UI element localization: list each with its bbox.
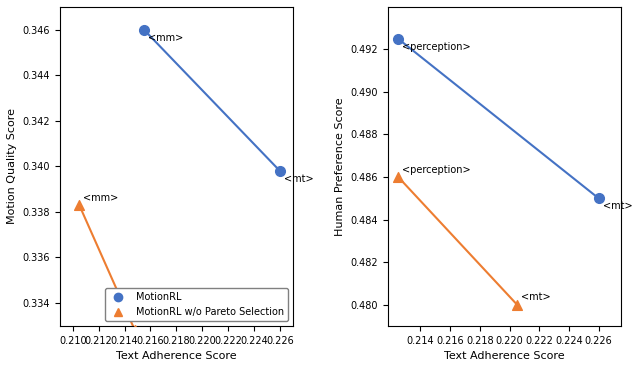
Point [393, 36, 403, 42]
X-axis label: Text Adherence Score: Text Adherence Score [444, 351, 564, 361]
Text: <mt>: <mt> [0, 367, 1, 368]
Y-axis label: Motion Quality Score: Motion Quality Score [7, 108, 17, 224]
Legend: MotionRL, MotionRL w/o Pareto Selection: MotionRL, MotionRL w/o Pareto Selection [105, 288, 288, 321]
Y-axis label: Human Preference Score: Human Preference Score [335, 97, 345, 236]
Point [512, 302, 522, 308]
Point [130, 328, 140, 333]
Text: <perception>: <perception> [403, 42, 471, 52]
Point [74, 202, 84, 208]
Text: <mt>: <mt> [603, 201, 632, 211]
Point [139, 27, 149, 33]
Point [593, 195, 604, 201]
Point [393, 174, 403, 180]
Text: <mm>: <mm> [148, 33, 184, 43]
Text: <mt>: <mt> [284, 174, 314, 184]
X-axis label: Text Adherence Score: Text Adherence Score [116, 351, 237, 361]
Text: <mt>: <mt> [521, 292, 551, 302]
Text: <perception>: <perception> [403, 165, 471, 175]
Text: <mm>: <mm> [83, 193, 118, 203]
Point [275, 168, 285, 174]
